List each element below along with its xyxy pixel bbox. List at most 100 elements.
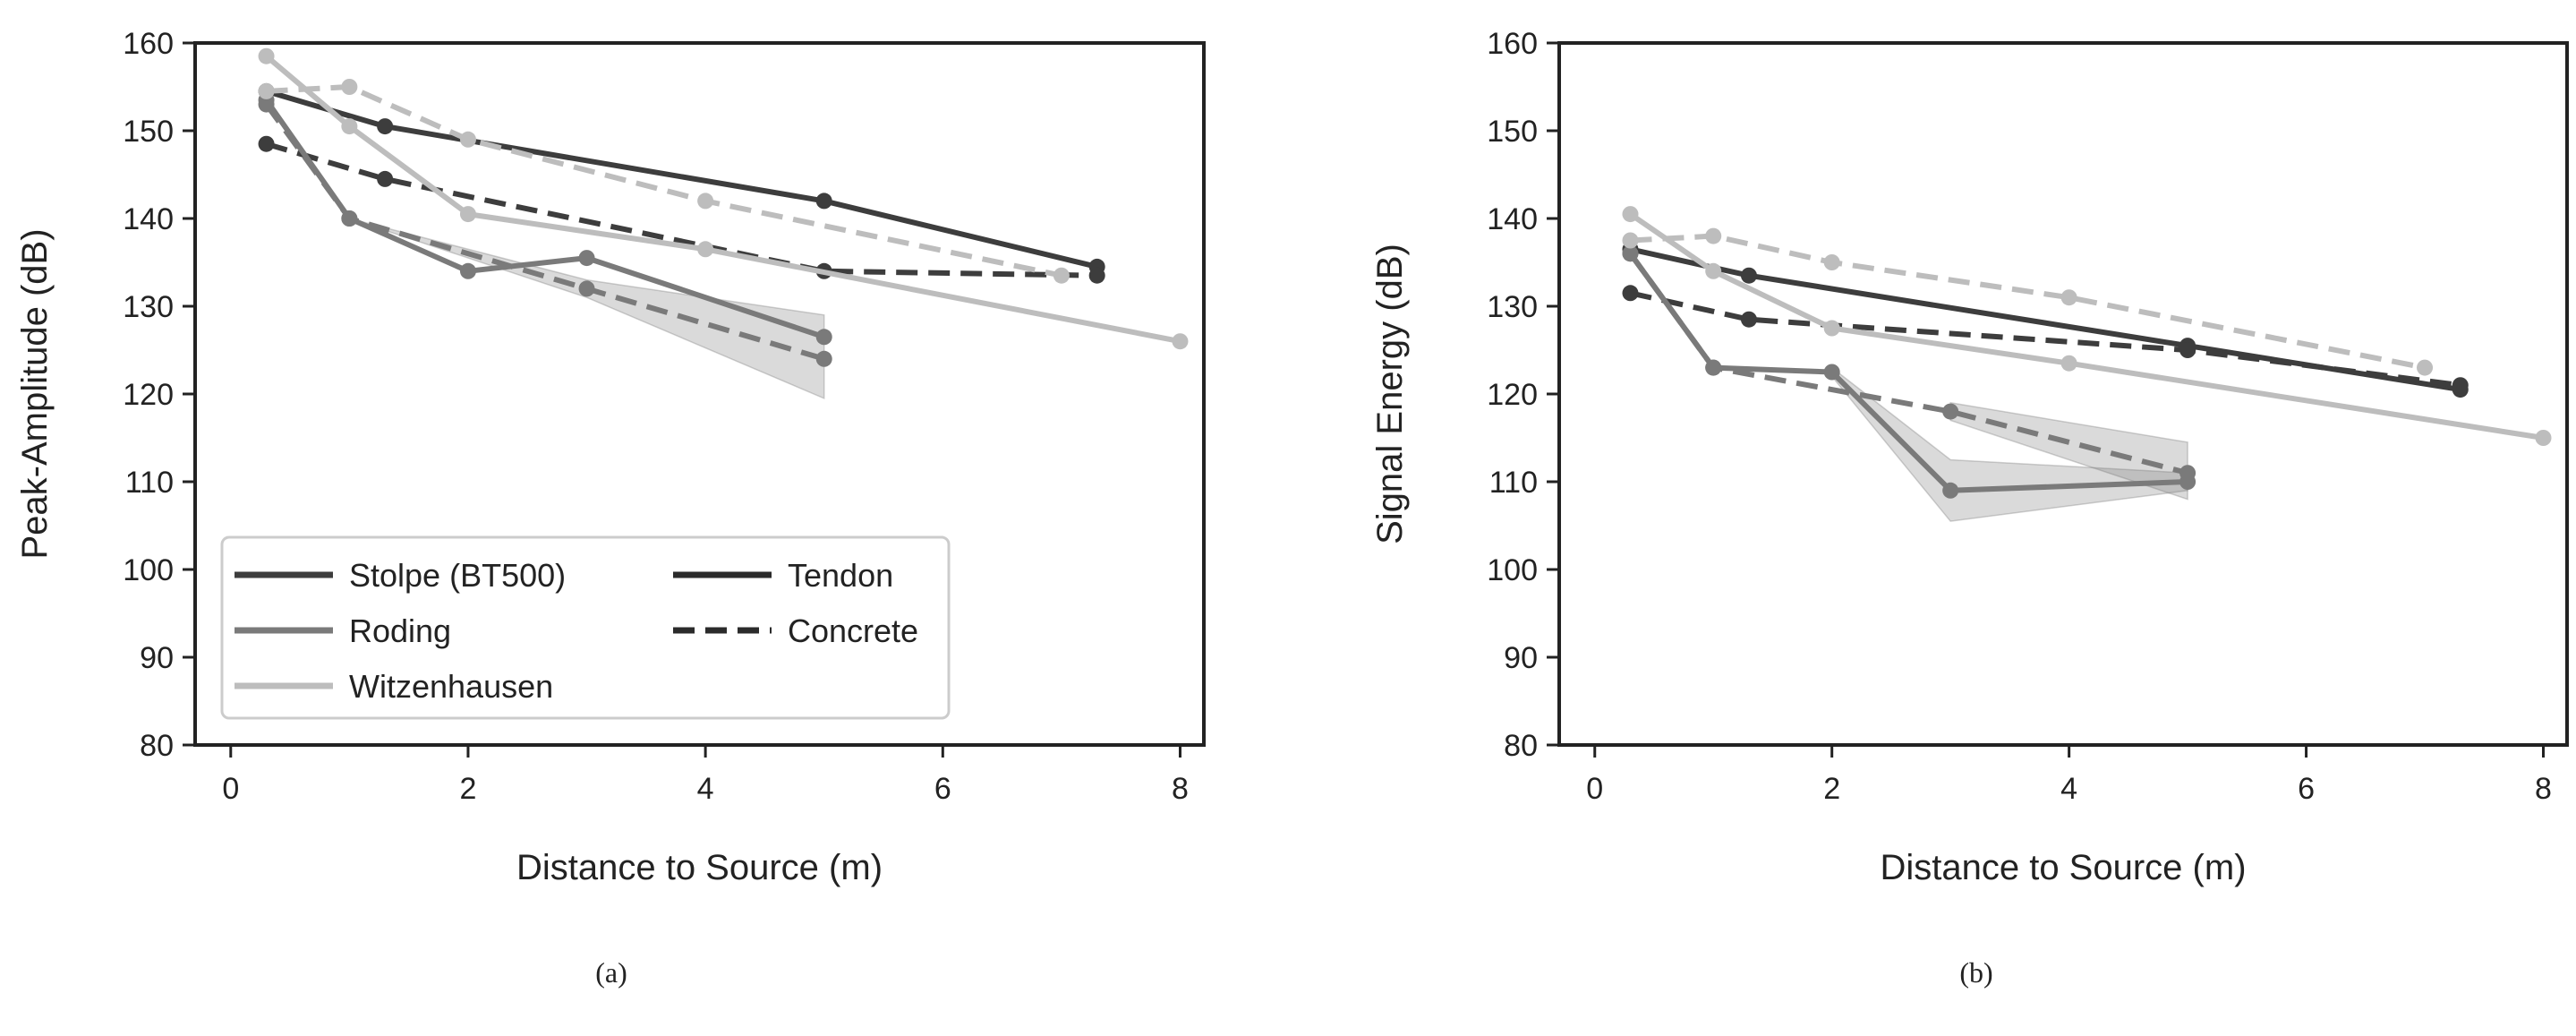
axes-frame xyxy=(1557,41,2569,747)
legend-label-main: Concrete xyxy=(788,612,918,649)
y-tick-label: 110 xyxy=(1489,466,1538,500)
data-point-witzenhausen-concrete-1 xyxy=(341,79,358,95)
data-point-stolpe-concrete-3 xyxy=(2452,377,2469,394)
x-tick-label: 2 xyxy=(1823,772,1840,806)
data-point-witzenhausen-tendon-0 xyxy=(258,47,275,64)
data-point-witzenhausen-concrete-0 xyxy=(1622,232,1639,249)
data-point-roding-tendon-2 xyxy=(459,262,476,279)
y-tick-label: 160 xyxy=(1487,27,1538,61)
y-tick-label: 80 xyxy=(140,729,174,763)
data-point-witzenhausen-tendon-1 xyxy=(341,118,358,135)
legend-label-roding: Roding xyxy=(349,612,451,649)
legend-box xyxy=(220,535,951,720)
y-axis-label: Peak-Amplitude (dB) xyxy=(15,228,55,559)
data-point-roding-concrete-2 xyxy=(578,280,595,297)
y-tick-label: 140 xyxy=(123,202,174,236)
data-point-witzenhausen-tendon-4 xyxy=(1172,333,1189,350)
y-tick-label: 80 xyxy=(1504,729,1538,763)
data-point-stolpe-tendon-2 xyxy=(815,193,832,210)
y-tick-label: 150 xyxy=(1487,115,1538,149)
data-point-roding-tendon-3 xyxy=(578,250,595,267)
x-tick-label: 0 xyxy=(222,772,239,806)
data-point-roding-tendon-2 xyxy=(1823,364,1840,381)
x-tick-label: 0 xyxy=(1586,772,1603,806)
data-point-witzenhausen-concrete-2 xyxy=(1823,254,1840,270)
legend-label-paren: (BT500) xyxy=(449,557,566,594)
y-tick-label: 110 xyxy=(125,466,174,500)
x-axis-label-unit: (m) xyxy=(2193,848,2247,887)
data-point-roding-concrete-1 xyxy=(1705,359,1722,376)
band-roding-concrete xyxy=(349,218,825,400)
legend: Stolpe (BT500) Roding Witzenhausen Tendon Co… xyxy=(220,535,951,720)
data-point-stolpe-concrete-0 xyxy=(258,135,275,152)
data-point-witzenhausen-concrete-2 xyxy=(459,131,476,148)
data-point-witzenhausen-tendon-3 xyxy=(697,241,714,258)
y-tick-label: 130 xyxy=(123,290,174,324)
y-tick-label: 150 xyxy=(123,115,174,149)
data-point-stolpe-tendon-1 xyxy=(1740,267,1757,284)
data-point-roding-tendon-3 xyxy=(1942,482,1959,499)
legend-label-stolpe: Stolpe (BT500) xyxy=(349,557,566,594)
data-point-witzenhausen-tendon-1 xyxy=(1705,262,1722,279)
data-point-stolpe-concrete-1 xyxy=(1740,311,1757,328)
legend-label-tendon: Tendon xyxy=(788,557,893,594)
data-point-witzenhausen-concrete-1 xyxy=(1705,227,1722,244)
y-tick-label: 120 xyxy=(1487,378,1538,412)
series-line-witzenhausen-concrete xyxy=(1630,233,2426,371)
y-tick-label: 120 xyxy=(123,378,174,412)
series-line-stolpe-concrete xyxy=(1629,290,2461,389)
data-point-stolpe-concrete-2 xyxy=(2179,342,2196,358)
y-axis-label-unit: (dB) xyxy=(15,228,55,296)
data-point-stolpe-concrete-3 xyxy=(1088,267,1105,284)
data-point-roding-concrete-0 xyxy=(258,96,275,113)
y-tick-label: 160 xyxy=(123,27,174,61)
x-tick-label: 6 xyxy=(934,772,951,806)
y-axis-label-main: Peak-Amplitude xyxy=(15,306,55,559)
y-axis-label-unit: (dB) xyxy=(1370,244,1410,312)
data-point-witzenhausen-concrete-0 xyxy=(258,82,275,99)
y-tick-label: 140 xyxy=(1487,202,1538,236)
data-point-witzenhausen-concrete-4 xyxy=(2417,359,2434,376)
data-point-witzenhausen-concrete-3 xyxy=(697,193,714,210)
sub-caption: (b) xyxy=(1959,956,1992,989)
data-point-roding-tendon-4 xyxy=(815,329,832,346)
y-tick-label: 100 xyxy=(1487,553,1538,587)
data-point-stolpe-tendon-1 xyxy=(377,118,394,135)
y-tick-label: 90 xyxy=(1504,641,1538,675)
data-point-witzenhausen-tendon-4 xyxy=(2535,430,2552,446)
x-tick-label: 4 xyxy=(2060,772,2077,806)
data-point-witzenhausen-tendon-2 xyxy=(1823,320,1840,337)
legend-label-witzenhausen: Witzenhausen xyxy=(349,668,553,705)
series-line-roding-concrete xyxy=(264,102,825,362)
y-axis-label-main: Signal Energy xyxy=(1370,321,1410,544)
y-tick-label: 130 xyxy=(1487,290,1538,324)
data-point-witzenhausen-concrete-4 xyxy=(1053,267,1070,284)
legend-label-concrete: Concrete xyxy=(788,612,918,649)
data-point-witzenhausen-concrete-3 xyxy=(2060,289,2077,306)
x-tick-label: 4 xyxy=(697,772,714,806)
x-axis-label: Distance to Source (m) xyxy=(1880,848,2246,887)
panel-b: 0 2 4 6 8 80 90 100 110 120 130 140 150 160 Distance t… xyxy=(1370,27,2569,989)
data-point-witzenhausen-tendon-2 xyxy=(459,206,476,223)
sub-caption: (a) xyxy=(595,956,627,989)
x-tick-label: 8 xyxy=(2535,772,2552,806)
x-tick-label: 8 xyxy=(1172,772,1189,806)
x-tick-label: 2 xyxy=(459,772,476,806)
x-axis-label-unit: (m) xyxy=(829,848,883,887)
data-point-roding-concrete-1 xyxy=(341,210,358,227)
data-point-stolpe-concrete-1 xyxy=(377,170,394,187)
y-tick-label: 100 xyxy=(123,553,174,587)
series-line-witzenhausen-tendon xyxy=(264,54,1181,345)
x-tick-label: 6 xyxy=(2298,772,2315,806)
x-axis-label-main: Distance to Source xyxy=(516,848,819,887)
legend-label-main: Stolpe xyxy=(349,557,440,594)
data-point-roding-concrete-0 xyxy=(1622,245,1639,262)
y-axis-label: Signal Energy (dB) xyxy=(1370,244,1410,544)
series-line-stolpe-concrete xyxy=(265,141,1097,278)
panel-a: 0 2 4 6 8 80 90 100 110 120 130 140 150 160 Distance t… xyxy=(15,27,1206,989)
data-point-witzenhausen-tendon-3 xyxy=(2060,355,2077,372)
x-axis-label: Distance to Source (m) xyxy=(516,848,883,887)
legend-label-main: Witzenhausen xyxy=(349,668,553,705)
legend-label-main: Tendon xyxy=(788,557,893,594)
